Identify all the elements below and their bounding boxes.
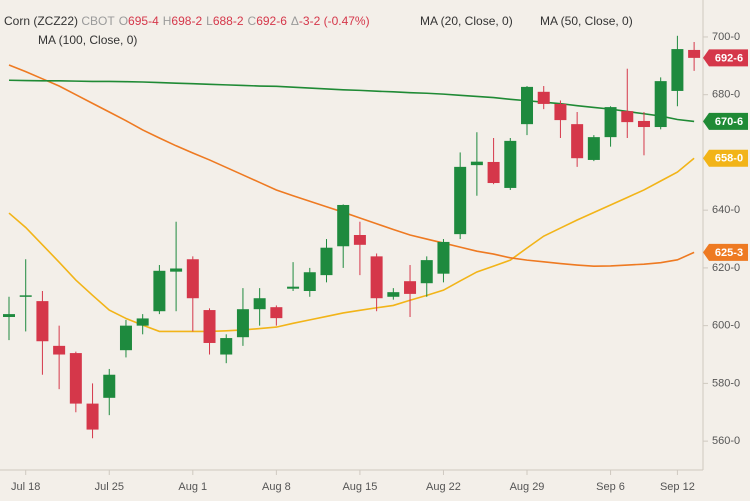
legend-entry: MA (50, Close, 0) <box>540 14 633 28</box>
quote-value: 698-2 <box>171 14 203 28</box>
candle-body <box>571 124 584 159</box>
candle-body <box>53 345 66 355</box>
y-tick-label: 640-0 <box>712 204 740 216</box>
price-tag-label: 625-3 <box>715 247 743 259</box>
candle-body <box>470 161 483 166</box>
candle-body <box>504 140 517 188</box>
ma-line <box>8 79 695 123</box>
candle-body <box>404 281 417 294</box>
candle-body <box>320 247 333 276</box>
symbol: Corn (ZCZ22) <box>4 14 79 28</box>
y-tick-label: 680-0 <box>712 89 740 101</box>
legend-entry: MA (20, Close, 0) <box>420 14 513 28</box>
candle-body <box>69 353 82 404</box>
candle-body <box>186 259 199 299</box>
quote-key: L <box>206 14 213 28</box>
x-tick-label: Aug 22 <box>426 481 461 493</box>
candle-body <box>521 86 534 125</box>
candle-body <box>103 374 116 398</box>
y-tick-label: 580-0 <box>712 377 740 389</box>
price-tag <box>703 243 748 261</box>
y-tick-label: 620-0 <box>712 262 740 274</box>
candle-body <box>153 270 166 312</box>
quote-value: 695-4 <box>128 14 159 28</box>
candle-body <box>303 272 316 292</box>
quote: O695-4 H698-2 L688-2 C692-6 Δ-3-2 (-0.47%) <box>115 14 370 28</box>
x-tick-label: Jul 18 <box>11 481 40 493</box>
candle-body <box>287 286 300 289</box>
candle-body <box>387 292 400 297</box>
x-tick-label: Sep 6 <box>596 481 625 493</box>
x-tick-label: Aug 1 <box>178 481 207 493</box>
quote-value: 688-2 <box>212 14 244 28</box>
quote-header: Corn (ZCZ22) CBOT O695-4 H698-2 L688-2 C692-… <box>4 14 370 28</box>
candle-body <box>437 241 450 274</box>
candle-body <box>170 268 183 272</box>
y-tick-label: 600-0 <box>712 320 740 332</box>
candle-body <box>454 166 467 235</box>
ma-line <box>8 157 695 333</box>
legend-entry: MA (100, Close, 0) <box>38 33 138 47</box>
candle-body <box>220 338 233 355</box>
x-tick-label: Aug 29 <box>510 481 545 493</box>
exchange: CBOT <box>81 14 115 28</box>
ma-line <box>8 64 695 267</box>
price-tag <box>703 49 748 67</box>
candle-body <box>654 81 667 128</box>
candle-body <box>19 295 32 297</box>
candle-body <box>36 301 49 342</box>
candle-body <box>688 49 701 58</box>
x-tick-label: Aug 8 <box>262 481 291 493</box>
quote-value: -3-2 (-0.47%) <box>298 14 370 28</box>
y-tick-label: 560-0 <box>712 435 740 447</box>
candle-body <box>554 103 567 121</box>
price-tag-label: 658-0 <box>715 153 743 165</box>
quote-key: C <box>247 14 257 28</box>
candle-body <box>353 235 366 245</box>
candle-body <box>370 256 383 299</box>
candle-body <box>587 137 600 160</box>
candle-body <box>136 318 149 326</box>
candle-body <box>420 260 433 284</box>
candle-body <box>621 111 634 123</box>
x-tick-label: Sep 12 <box>660 481 695 493</box>
candle-body <box>253 298 266 310</box>
price-tag-label: 670-6 <box>715 116 743 128</box>
candle-body <box>203 310 216 343</box>
quote-key: Δ <box>290 14 299 28</box>
candle-body <box>537 91 550 104</box>
price-tag <box>703 112 748 130</box>
candle-body <box>270 307 283 319</box>
x-tick-label: Jul 25 <box>95 481 124 493</box>
candle-body <box>86 403 99 430</box>
candle-body <box>637 120 650 128</box>
candle-body <box>3 314 15 317</box>
price-tag-label: 692-6 <box>715 52 743 64</box>
quote-key: H <box>162 14 172 28</box>
x-tick-label: Aug 15 <box>342 481 377 493</box>
candle-body <box>487 161 500 184</box>
candle-body <box>671 49 684 91</box>
candle-body <box>337 204 350 247</box>
candle-body <box>236 309 249 338</box>
candle-body <box>119 325 132 351</box>
candle-body <box>604 107 617 138</box>
quote-value: 692-6 <box>256 14 287 28</box>
quote-key: O <box>118 14 129 28</box>
y-tick-label: 700-0 <box>712 31 740 43</box>
price-tag <box>703 149 748 167</box>
